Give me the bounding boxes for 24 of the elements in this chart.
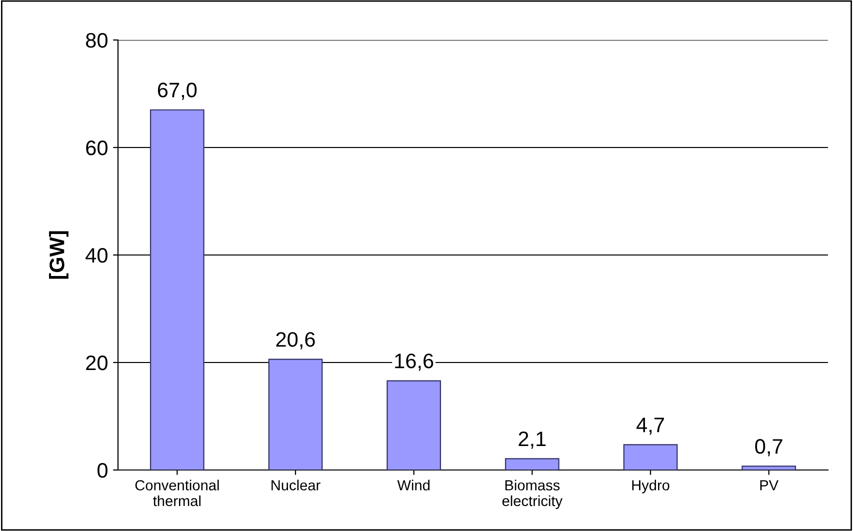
x-tick-label: Hydro (632, 480, 670, 494)
y-tick-label: 40 (86, 248, 108, 263)
y-tick-label: 60 (86, 140, 108, 156)
x-tick-label: Conventional thermal (135, 480, 219, 506)
y-axis-title: [GW] (49, 231, 68, 279)
data-label: 4,7 (636, 418, 664, 435)
bar (386, 380, 442, 470)
x-tick-label: PV (760, 480, 778, 490)
bar (623, 444, 678, 470)
y-tick-label: 0 (98, 463, 108, 478)
y-tick-label: 80 (86, 33, 108, 48)
bar (268, 358, 323, 470)
x-tick-label: Biomass electricity (502, 480, 563, 510)
data-label: 67,0 (158, 82, 197, 100)
data-label: 20,6 (276, 332, 315, 350)
x-tick-label: Nuclear (272, 480, 320, 490)
bar (742, 466, 796, 470)
bar (150, 109, 204, 470)
bar (504, 458, 560, 470)
data-label: 0,7 (755, 439, 782, 456)
x-tick-label: Wind (397, 480, 430, 490)
data-label: 16,6 (395, 354, 434, 371)
data-label: 2,1 (518, 432, 546, 449)
y-tick-label: 20 (86, 356, 108, 370)
